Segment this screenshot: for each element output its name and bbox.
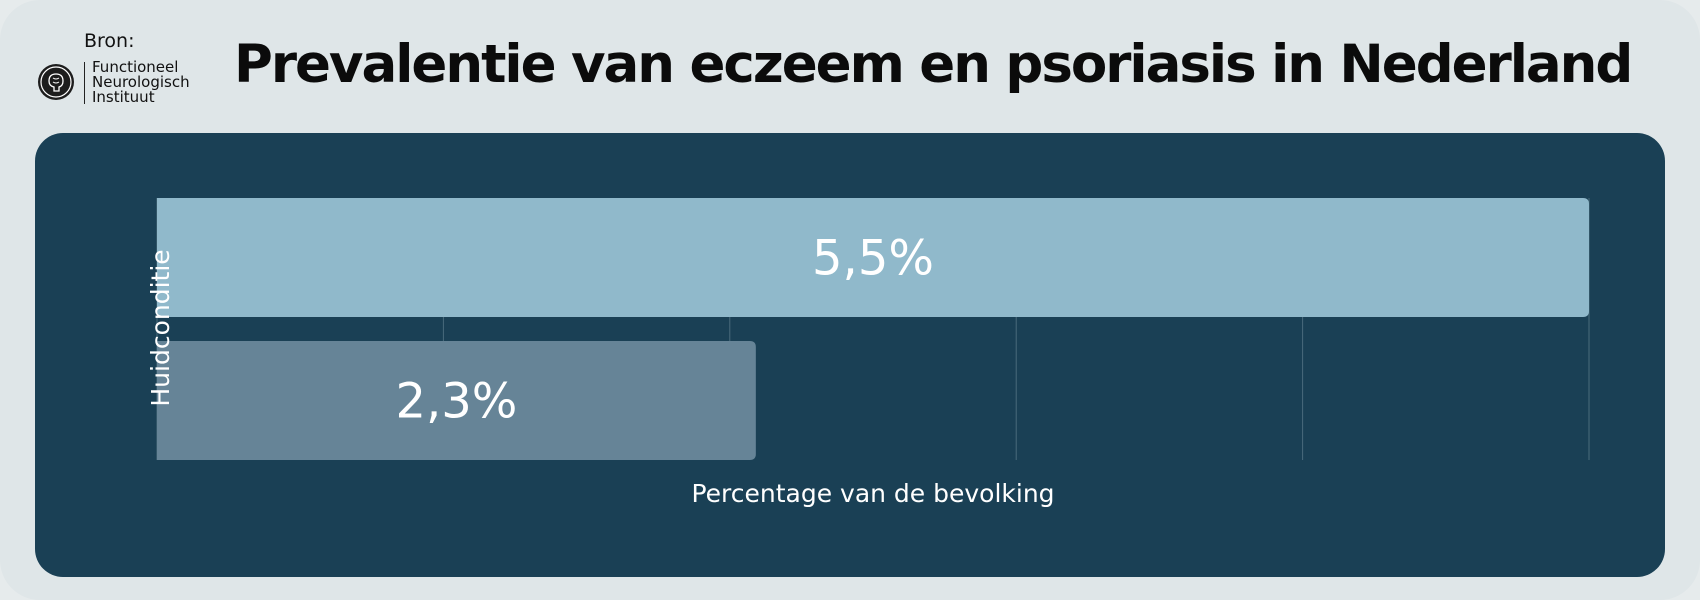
brain-circle-icon <box>36 62 76 102</box>
x-axis-label: Percentage van de bevolking <box>691 479 1054 508</box>
source-label: Bron: <box>84 30 135 52</box>
chart-title: Prevalentie van eczeem en psoriasis in N… <box>234 34 1633 95</box>
bars <box>157 198 1589 460</box>
source-org-line-2: Neurologisch <box>92 73 190 91</box>
bar-labels: 5,5% 2,3% <box>395 231 934 430</box>
bar-1 <box>157 198 1589 317</box>
bar-2 <box>157 341 756 460</box>
y-axis-label: Huidconditie <box>146 249 175 406</box>
source-org-line-3: Instituut <box>92 88 155 106</box>
bar-chart: 5,5% 2,3% Percentage van de bevolking Hui… <box>146 198 1590 508</box>
source-org-name: Functioneel Neurologisch Instituut <box>92 60 190 105</box>
bar-value-label-2: 2,3% <box>395 374 517 430</box>
logo-divider <box>84 62 85 104</box>
source-block: Bron: Functioneel Neurologisch Instituut <box>36 30 216 110</box>
source-org-line-1: Functioneel <box>92 58 179 76</box>
chart-panel: 5,5% 2,3% Percentage van de bevolking Hui… <box>35 133 1665 577</box>
bar-value-label-1: 5,5% <box>812 231 934 287</box>
